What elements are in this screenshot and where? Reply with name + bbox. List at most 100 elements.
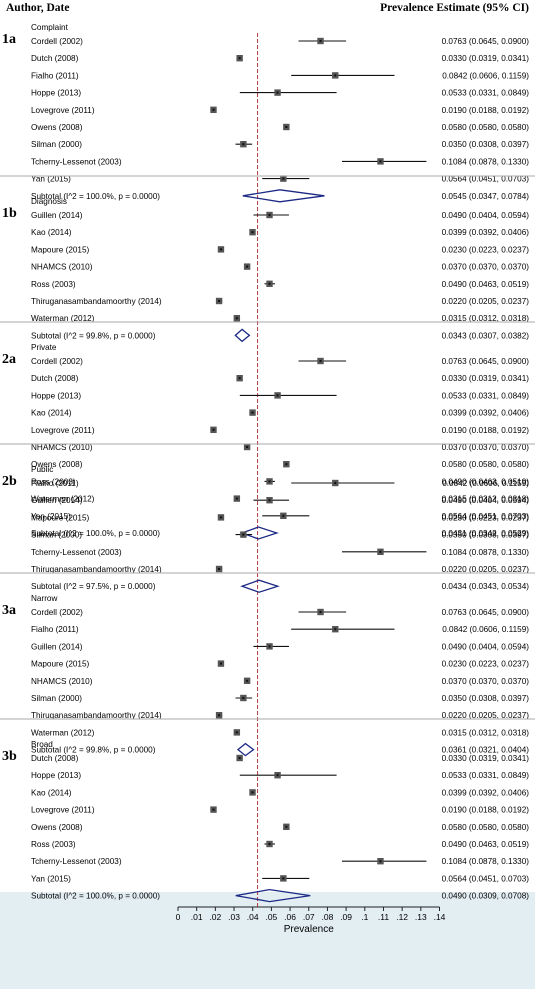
study-label: Guillen (2014) xyxy=(31,642,83,651)
subtotal-estimate-ci: 0.0434 (0.0343, 0.0534) xyxy=(442,582,530,591)
group-tag: 1b xyxy=(2,206,17,221)
study-point-center xyxy=(268,214,271,216)
study-label: Thiruganasambandamoorthy (2014) xyxy=(31,711,162,720)
x-tick-label: .06 xyxy=(284,912,296,922)
study-estimate-ci: 0.0230 (0.0223, 0.0237) xyxy=(442,660,530,669)
study-point-center xyxy=(334,482,337,484)
study-point-center xyxy=(219,248,222,251)
x-tick-label: 0 xyxy=(176,912,181,922)
study-estimate-ci: 0.0330 (0.0319, 0.0341) xyxy=(442,374,530,383)
group-name: Narrow xyxy=(31,594,57,603)
x-tick-label: .05 xyxy=(265,912,277,922)
study-point-center xyxy=(246,446,249,448)
group-name: Private xyxy=(31,343,57,352)
study-estimate-ci: 0.0580 (0.0580, 0.0580) xyxy=(442,823,530,832)
study-label: NHAMCS (2010) xyxy=(31,263,93,272)
study-point-center xyxy=(219,516,222,519)
study-estimate-ci: 0.0564 (0.0451, 0.0703) xyxy=(442,175,530,184)
group-tag: 1a xyxy=(2,32,16,47)
study-label: Thiruganasambandamoorthy (2014) xyxy=(31,565,162,574)
study-estimate-ci: 0.1084 (0.0878, 0.1330) xyxy=(442,157,530,166)
subtotal-label: Subtotal (I^2 = 99.8%, p = 0.0000) xyxy=(31,746,156,755)
study-estimate-ci: 0.0842 (0.0606, 0.1159) xyxy=(442,71,529,80)
header-prevalence-estimate: Prevalence Estimate (95% CI) xyxy=(380,2,529,14)
study-point-center xyxy=(235,731,238,734)
study-estimate-ci: 0.0533 (0.0331, 0.0849) xyxy=(442,89,530,98)
study-estimate-ci: 0.0564 (0.0451, 0.0703) xyxy=(442,512,530,521)
subtotal-estimate-ci: 0.0490 (0.0309, 0.0708) xyxy=(442,892,530,901)
study-label: Kao (2014) xyxy=(31,409,72,418)
subtotal-diamond xyxy=(242,189,325,203)
study-point-center xyxy=(319,40,322,42)
group-tag: 2b xyxy=(2,474,17,489)
study-estimate-ci: 0.0190 (0.0188, 0.0192) xyxy=(442,806,530,815)
study-estimate-ci: 0.0190 (0.0188, 0.0192) xyxy=(442,426,530,435)
study-point-center xyxy=(238,757,241,759)
study-label: Dutch (2008) xyxy=(31,374,79,383)
study-point-center xyxy=(246,265,249,268)
study-point-center xyxy=(379,860,382,863)
x-tick-label: .03 xyxy=(228,912,240,922)
x-tick-label: .04 xyxy=(247,912,259,922)
study-point-center xyxy=(242,533,245,536)
study-estimate-ci: 0.0350 (0.0308, 0.0397) xyxy=(442,140,530,149)
x-tick-label: .02 xyxy=(209,912,221,922)
study-estimate-ci: 0.0399 (0.0392, 0.0406) xyxy=(442,409,530,418)
group-name: Complaint xyxy=(31,23,69,32)
study-label: Owens (2008) xyxy=(31,460,83,469)
study-estimate-ci: 0.0564 (0.0451, 0.0703) xyxy=(442,874,530,883)
group-name: Public xyxy=(31,465,53,474)
study-label: Lovegrove (2011) xyxy=(31,106,95,115)
study-label: Yan (2015) xyxy=(31,512,71,521)
study-estimate-ci: 0.0315 (0.0312, 0.0318) xyxy=(442,495,530,504)
study-label: Cordell (2002) xyxy=(31,37,83,46)
study-point-center xyxy=(268,645,271,648)
study-point-center xyxy=(235,497,238,500)
x-tick-label: .07 xyxy=(303,912,315,922)
study-point-center xyxy=(319,360,322,362)
study-label: Guillen (2014) xyxy=(31,211,83,220)
study-estimate-ci: 0.0370 (0.0370, 0.0370) xyxy=(442,677,530,686)
study-point-center xyxy=(219,662,222,665)
x-tick-label: .12 xyxy=(396,912,408,922)
study-point-center xyxy=(334,74,337,77)
header-author-date: Author, Date xyxy=(6,2,69,14)
study-label: Tcherny-Lessenot (2003) xyxy=(31,548,122,557)
study-label: Dutch (2008) xyxy=(31,754,79,763)
study-label: Mapoure (2015) xyxy=(31,245,90,254)
subtotal-estimate-ci: 0.0361 (0.0321, 0.0404) xyxy=(442,746,530,755)
study-estimate-ci: 0.0842 (0.0606, 0.1159) xyxy=(442,625,529,634)
study-estimate-ci: 0.0533 (0.0331, 0.0849) xyxy=(442,771,530,780)
study-estimate-ci: 0.0763 (0.0645, 0.0900) xyxy=(442,608,530,617)
study-estimate-ci: 0.0763 (0.0645, 0.0900) xyxy=(442,37,530,46)
study-point-center xyxy=(319,611,322,613)
study-estimate-ci: 0.0370 (0.0370, 0.0370) xyxy=(442,263,530,272)
study-point-center xyxy=(242,697,245,699)
study-estimate-ci: 0.0315 (0.0312, 0.0318) xyxy=(442,728,530,737)
study-estimate-ci: 0.0580 (0.0580, 0.0580) xyxy=(442,123,530,132)
study-point-center xyxy=(276,774,279,777)
subtotal-estimate-ci: 0.0431 (0.0342, 0.0529) xyxy=(442,529,530,538)
group-tag: 3a xyxy=(2,603,16,618)
study-point-center xyxy=(282,177,285,180)
study-estimate-ci: 0.0315 (0.0312, 0.0318) xyxy=(442,314,530,323)
study-estimate-ci: 0.0370 (0.0370, 0.0370) xyxy=(442,443,530,452)
study-point-center xyxy=(212,108,215,111)
study-label: Owens (2008) xyxy=(31,823,83,832)
study-label: Guillen (2014) xyxy=(31,496,83,505)
study-point-center xyxy=(276,394,279,397)
study-point-center xyxy=(334,628,337,631)
study-label: Dutch (2008) xyxy=(31,54,79,63)
subtotal-label: Subtotal (I^2 = 99.8%, p = 0.0000) xyxy=(31,331,156,340)
study-label: Cordell (2002) xyxy=(31,608,83,617)
study-label: Yan (2015) xyxy=(31,175,71,184)
x-axis-title: Prevalence xyxy=(284,924,334,935)
study-label: Fialho (2011) xyxy=(31,479,79,488)
study-point-center xyxy=(238,57,241,60)
study-label: Fialho (2011) xyxy=(31,625,79,634)
study-estimate-ci: 0.0330 (0.0319, 0.0341) xyxy=(442,54,530,63)
study-label: Waterman (2012) xyxy=(31,495,95,504)
study-label: Lovegrove (2011) xyxy=(31,426,95,435)
study-label: Cordell (2002) xyxy=(31,357,83,366)
